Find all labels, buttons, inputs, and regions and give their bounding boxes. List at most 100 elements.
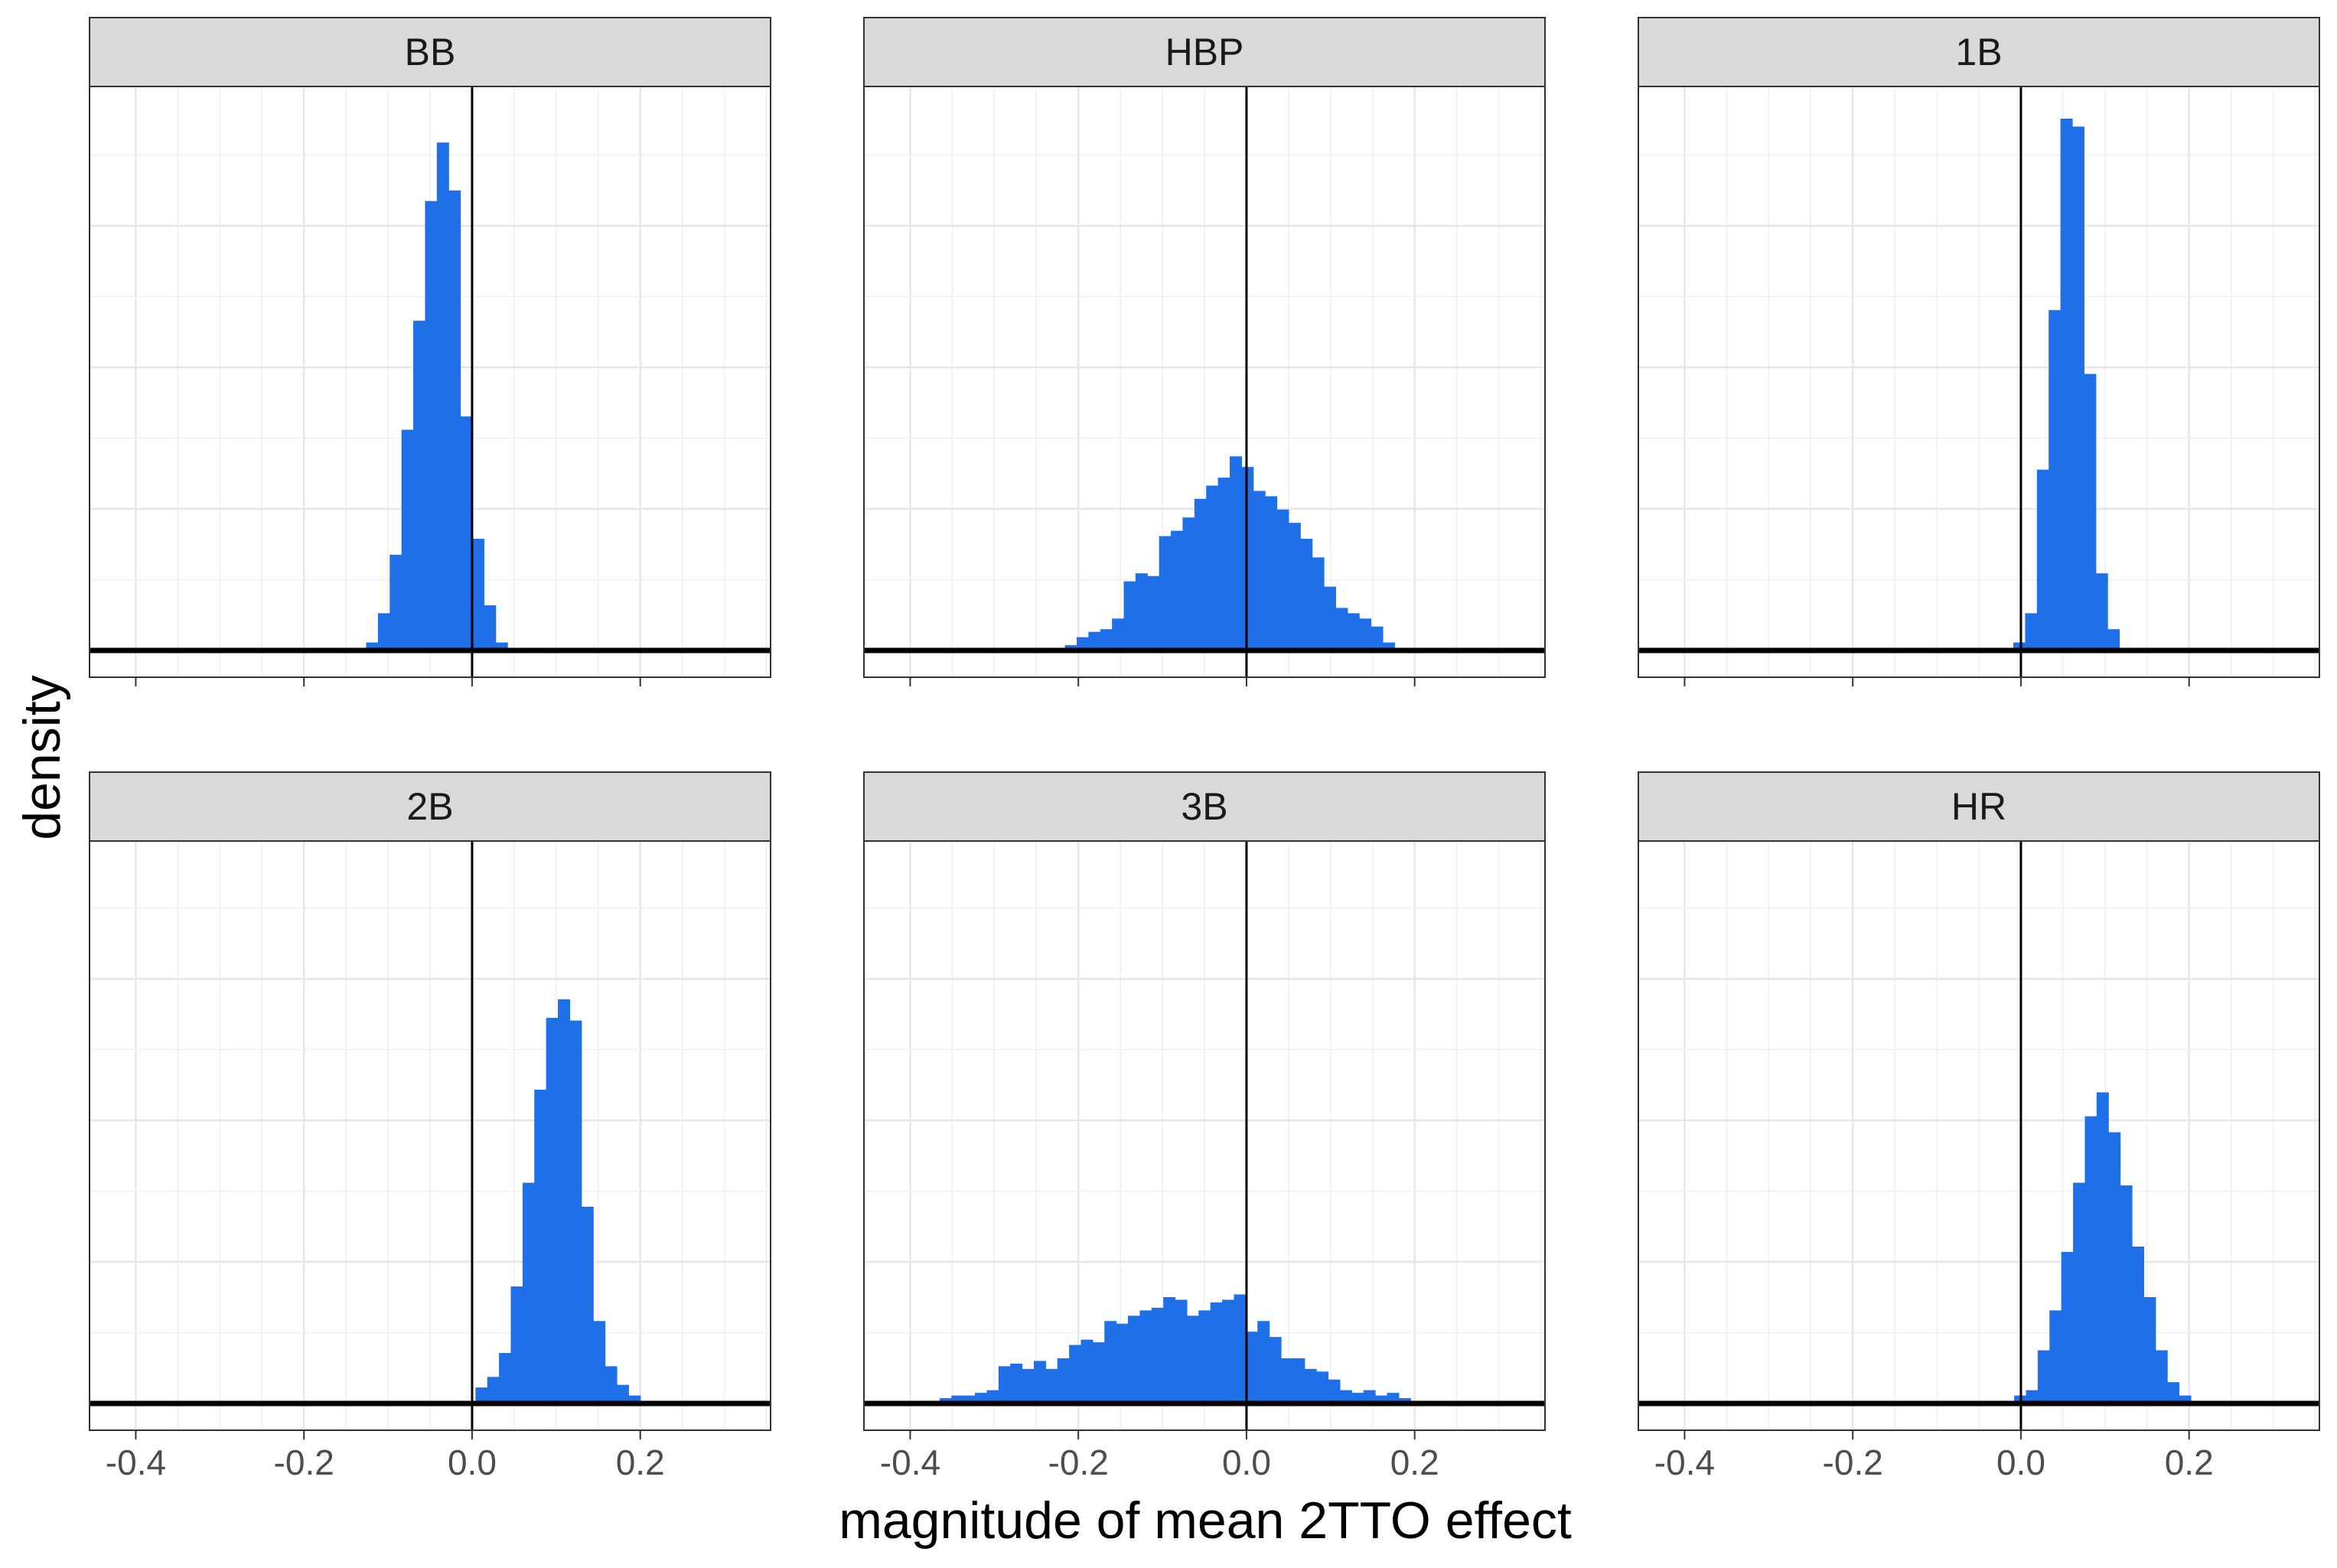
histogram-bar — [2037, 1350, 2050, 1403]
histogram-bar — [1104, 1321, 1117, 1403]
facet-strip-label: HBP — [1165, 31, 1244, 73]
histogram-bar — [1175, 1299, 1188, 1403]
histogram-bar — [460, 416, 473, 650]
panel-border — [1638, 86, 2320, 678]
histogram-bar — [2108, 1132, 2121, 1403]
histogram-bar — [471, 539, 484, 650]
histogram-bar — [1257, 1321, 1270, 1403]
x-tick-label: 0.0 — [1996, 1442, 2045, 1482]
histogram-bar — [628, 1395, 641, 1403]
histogram-bar — [1147, 575, 1160, 650]
histogram-bar — [1375, 1395, 1388, 1403]
histogram-bar — [986, 1390, 999, 1403]
histogram-bar — [2061, 1251, 2074, 1403]
x-tick-label: 0.0 — [448, 1442, 497, 1482]
x-tick-label: -0.4 — [1654, 1442, 1715, 1482]
histogram-bar — [1371, 626, 1384, 650]
histogram-bar — [1245, 1332, 1258, 1403]
histogram-bar — [1022, 1368, 1035, 1403]
panel-border — [89, 840, 771, 1431]
x-axis-title: magnitude of mean 2TTO effect — [839, 1491, 1572, 1550]
facet-panel-hbp: HBP — [863, 17, 1546, 686]
histogram-bar — [1359, 618, 1372, 650]
histogram-bar — [2025, 613, 2038, 650]
histogram-bar — [2049, 310, 2062, 650]
histogram-bar — [2049, 1310, 2062, 1403]
histogram-bar — [1229, 456, 1242, 650]
facet-panel-1b: 1B — [1638, 17, 2320, 686]
histogram-bar — [998, 1366, 1011, 1403]
histogram-bar — [605, 1366, 618, 1403]
histogram-bar — [1363, 1390, 1376, 1403]
facet-panel-bb: BB — [89, 17, 771, 686]
panel-border — [89, 86, 771, 678]
histogram-bar — [484, 605, 497, 650]
histogram-bar — [951, 1395, 964, 1403]
histogram-bar — [593, 1321, 606, 1403]
facet-strip — [89, 771, 771, 842]
histogram-bar — [2155, 1350, 2168, 1403]
histogram-bar — [1276, 509, 1289, 650]
histogram-bar — [1206, 485, 1219, 650]
histogram-bar — [1088, 631, 1101, 650]
facet-panel-3b: 3B -0.4 -0.2 0.0 0.2 — [863, 771, 1546, 1482]
facet-strip-label: 2B — [406, 785, 453, 828]
histogram-bar — [1265, 496, 1278, 650]
histogram-bar — [1092, 1342, 1105, 1403]
histogram-bar — [2084, 373, 2097, 650]
x-tick-label: -0.4 — [880, 1442, 940, 1482]
histogram-bar — [2036, 469, 2049, 650]
histogram-bar — [1382, 642, 1395, 650]
x-tick-label: -0.2 — [274, 1442, 334, 1482]
histogram-bar — [1057, 1358, 1070, 1403]
histogram-bar — [1194, 498, 1207, 650]
facet-strip-label: 3B — [1181, 785, 1227, 828]
histogram-bar — [1300, 539, 1313, 650]
histogram-bar — [2179, 1395, 2192, 1403]
histogram-bar — [377, 613, 390, 650]
histogram-bar — [390, 554, 403, 650]
histogram-bar — [448, 190, 461, 650]
histogram-bar — [2073, 1182, 2086, 1403]
histogram-bar — [1151, 1307, 1164, 1403]
y-axis-title: density — [13, 675, 71, 839]
histogram-bar — [2013, 642, 2026, 650]
histogram-bar — [1116, 1323, 1129, 1403]
histogram-bar — [436, 142, 449, 650]
histogram-bar — [487, 1377, 500, 1403]
histogram-bar — [2143, 1297, 2156, 1403]
facet-strip-label: BB — [405, 31, 456, 73]
x-tick-label: 0.2 — [2165, 1442, 2214, 1482]
histogram-bar — [1033, 1361, 1046, 1403]
histogram-bar — [413, 321, 426, 650]
histogram-bar — [963, 1395, 976, 1403]
histogram-bar — [522, 1182, 535, 1403]
histogram-bar — [1222, 1299, 1235, 1403]
histogram-bar — [1288, 523, 1301, 650]
histogram-bar — [1045, 1368, 1058, 1403]
histogram-bar — [1198, 1310, 1211, 1403]
histogram-bar — [1139, 1310, 1152, 1403]
facet-strip-label: 1B — [1955, 31, 2002, 73]
histogram-bar — [1328, 1379, 1341, 1403]
histogram-bar — [510, 1286, 523, 1403]
histogram-bar — [1312, 557, 1325, 650]
histogram-bar — [1112, 618, 1125, 650]
histogram-bar — [2167, 1382, 2180, 1403]
histogram-bar — [1269, 1337, 1282, 1403]
x-tick-label: -0.2 — [1048, 1442, 1109, 1482]
histogram-bar — [425, 200, 438, 651]
histogram-bar — [1347, 613, 1360, 650]
histogram-bar — [569, 1020, 582, 1403]
histogram-bar — [499, 1352, 512, 1403]
histogram-bar — [1080, 1339, 1094, 1403]
panel-border — [1638, 840, 2320, 1431]
facet-panel-2b: 2B -0.4 -0.2 0.0 0.2 — [89, 771, 771, 1482]
x-tick-label: 0.0 — [1222, 1442, 1271, 1482]
x-tick-label: -0.2 — [1823, 1442, 1883, 1482]
panel-border — [863, 86, 1546, 678]
histogram-bar — [401, 429, 414, 650]
facet-strip — [89, 17, 771, 87]
